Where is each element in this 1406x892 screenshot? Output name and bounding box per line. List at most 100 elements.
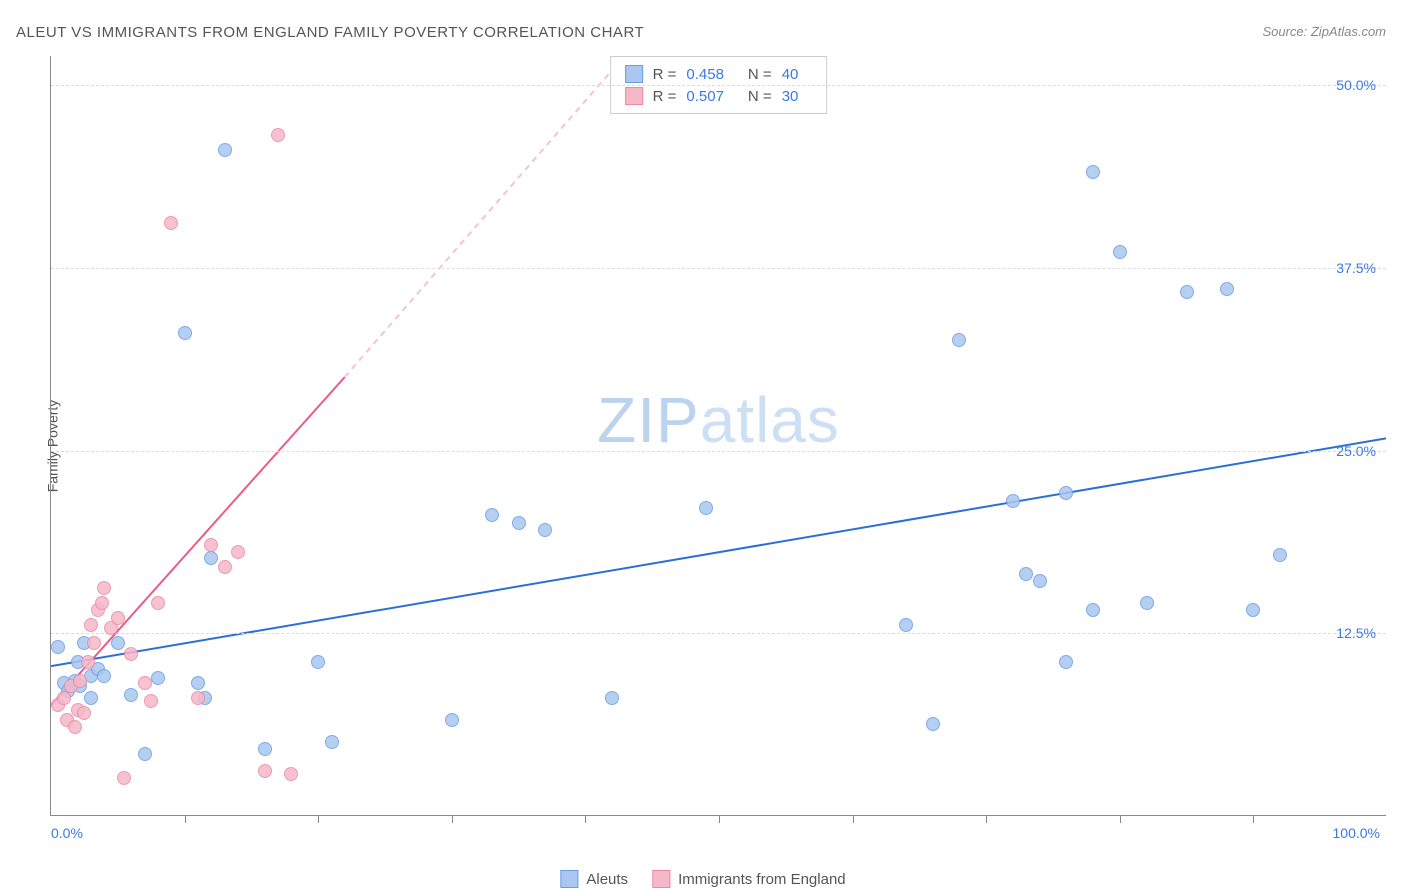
scatter-point bbox=[111, 611, 125, 625]
scatter-point bbox=[699, 501, 713, 515]
scatter-point bbox=[218, 560, 232, 574]
scatter-point bbox=[204, 538, 218, 552]
scatter-point bbox=[138, 747, 152, 761]
x-tick bbox=[585, 815, 586, 823]
scatter-point bbox=[191, 676, 205, 690]
legend-label-1: Aleuts bbox=[586, 871, 628, 888]
scatter-point bbox=[485, 508, 499, 522]
scatter-point bbox=[1113, 245, 1127, 259]
scatter-point bbox=[1019, 567, 1033, 581]
scatter-point bbox=[111, 636, 125, 650]
scatter-point bbox=[73, 674, 87, 688]
plot-area: ZIPatlas R = 0.458 N = 40 R = 0.507 N = … bbox=[50, 56, 1386, 816]
stats-row-1: R = 0.458 N = 40 bbox=[625, 63, 813, 85]
scatter-point bbox=[1273, 548, 1287, 562]
legend-item-2: Immigrants from England bbox=[652, 870, 846, 888]
x-tick bbox=[1120, 815, 1121, 823]
scatter-point bbox=[1220, 282, 1234, 296]
stat-r-label: R = bbox=[653, 66, 677, 83]
gridline bbox=[51, 85, 1386, 86]
scatter-point bbox=[81, 655, 95, 669]
scatter-point bbox=[325, 735, 339, 749]
scatter-point bbox=[124, 688, 138, 702]
x-tick-label: 0.0% bbox=[51, 825, 83, 841]
scatter-point bbox=[191, 691, 205, 705]
scatter-point bbox=[311, 655, 325, 669]
scatter-point bbox=[605, 691, 619, 705]
scatter-point bbox=[151, 596, 165, 610]
gridline bbox=[51, 451, 1386, 452]
stats-row-2: R = 0.507 N = 30 bbox=[625, 85, 813, 107]
scatter-point bbox=[178, 326, 192, 340]
legend-swatch-blue bbox=[560, 870, 578, 888]
scatter-point bbox=[164, 216, 178, 230]
scatter-point bbox=[84, 691, 98, 705]
scatter-point bbox=[952, 333, 966, 347]
legend-item-1: Aleuts bbox=[560, 870, 628, 888]
trend-lines bbox=[51, 56, 1386, 815]
x-tick bbox=[853, 815, 854, 823]
scatter-point bbox=[51, 640, 65, 654]
scatter-point bbox=[538, 523, 552, 537]
scatter-point bbox=[1006, 494, 1020, 508]
scatter-point bbox=[68, 720, 82, 734]
stat-n-label: N = bbox=[748, 88, 772, 105]
stat-n-label: N = bbox=[748, 66, 772, 83]
legend-label-2: Immigrants from England bbox=[678, 871, 846, 888]
scatter-point bbox=[899, 618, 913, 632]
y-tick-label: 25.0% bbox=[1336, 443, 1376, 459]
scatter-point bbox=[87, 636, 101, 650]
scatter-point bbox=[1086, 165, 1100, 179]
stat-n-value-1: 40 bbox=[782, 66, 799, 83]
stat-r-value-2: 0.507 bbox=[686, 88, 724, 105]
scatter-point bbox=[97, 669, 111, 683]
scatter-point bbox=[124, 647, 138, 661]
scatter-point bbox=[445, 713, 459, 727]
scatter-point bbox=[1059, 486, 1073, 500]
x-tick bbox=[185, 815, 186, 823]
y-tick-label: 50.0% bbox=[1336, 77, 1376, 93]
x-tick bbox=[719, 815, 720, 823]
scatter-point bbox=[144, 694, 158, 708]
scatter-point bbox=[231, 545, 245, 559]
gridline bbox=[51, 268, 1386, 269]
source-label: Source: ZipAtlas.com bbox=[1262, 24, 1386, 39]
stat-r-label: R = bbox=[653, 88, 677, 105]
scatter-point bbox=[512, 516, 526, 530]
x-tick-label: 100.0% bbox=[1333, 825, 1380, 841]
scatter-point bbox=[138, 676, 152, 690]
scatter-point bbox=[1180, 285, 1194, 299]
scatter-point bbox=[218, 143, 232, 157]
scatter-point bbox=[258, 764, 272, 778]
swatch-blue bbox=[625, 65, 643, 83]
scatter-point bbox=[84, 618, 98, 632]
stat-n-value-2: 30 bbox=[782, 88, 799, 105]
scatter-point bbox=[1246, 603, 1260, 617]
scatter-point bbox=[95, 596, 109, 610]
scatter-point bbox=[1086, 603, 1100, 617]
scatter-point bbox=[1140, 596, 1154, 610]
scatter-point bbox=[77, 706, 91, 720]
scatter-point bbox=[97, 581, 111, 595]
scatter-point bbox=[926, 717, 940, 731]
x-tick bbox=[318, 815, 319, 823]
x-tick bbox=[986, 815, 987, 823]
y-tick-label: 37.5% bbox=[1336, 260, 1376, 276]
x-tick bbox=[1253, 815, 1254, 823]
scatter-point bbox=[151, 671, 165, 685]
bottom-legend: Aleuts Immigrants from England bbox=[560, 870, 845, 888]
scatter-point bbox=[1033, 574, 1047, 588]
chart-title: ALEUT VS IMMIGRANTS FROM ENGLAND FAMILY … bbox=[16, 24, 644, 41]
stat-r-value-1: 0.458 bbox=[686, 66, 724, 83]
scatter-point bbox=[117, 771, 131, 785]
watermark: ZIPatlas bbox=[597, 383, 840, 457]
scatter-point bbox=[271, 128, 285, 142]
y-tick-label: 12.5% bbox=[1336, 625, 1376, 641]
scatter-point bbox=[1059, 655, 1073, 669]
x-tick bbox=[452, 815, 453, 823]
scatter-point bbox=[284, 767, 298, 781]
swatch-pink bbox=[625, 87, 643, 105]
scatter-point bbox=[258, 742, 272, 756]
scatter-point bbox=[204, 551, 218, 565]
legend-swatch-pink bbox=[652, 870, 670, 888]
